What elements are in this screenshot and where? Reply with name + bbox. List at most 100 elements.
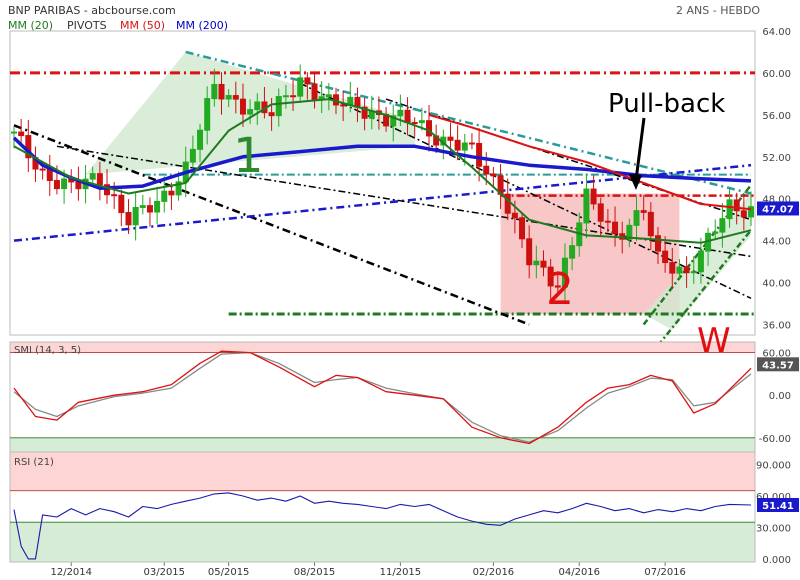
rsi-title: RSI (21) [14,457,54,468]
smi-tick-label: 60.00 [762,349,791,360]
candle-body-down [604,220,611,223]
candlestick [604,208,611,233]
candle-body-down [411,122,418,125]
candle-body-up [139,205,146,208]
candlestick [426,105,433,152]
wave-2-label: 2 [546,264,574,315]
price-tick-label: 60.00 [762,69,791,80]
candle-body-up [282,95,289,98]
rsi-badge-label: 51.41 [762,501,794,512]
candlestick [669,247,676,289]
candle-body-up [89,173,96,180]
price-badge [757,201,799,216]
candlestick [225,89,232,108]
candle-body-up [690,271,697,274]
chart-title: BNP PARIBAS - abcbourse.com [8,4,176,17]
candle-body-up [583,188,590,224]
candle-body-down [483,165,490,175]
candle-body-up [197,129,204,150]
candle-body-up [712,231,719,234]
candle-body-up [697,250,704,273]
rsi-tick-label: 60.000 [756,492,791,503]
candle-body-down [232,95,239,100]
chart-period: 2 ANS - HEBDO [676,4,760,17]
candle-body-down [111,194,118,197]
candle-body-up [390,115,397,127]
candlestick [411,117,418,137]
candle-body-down [547,266,554,287]
candle-body-up [626,224,633,240]
candlestick [547,258,554,302]
candlestick [697,237,704,284]
candlestick [390,104,397,142]
x-tick-label: 07/2016 [644,567,686,578]
up-channel-lower [657,229,752,347]
candlestick [154,186,161,225]
price-tick-label: 44.00 [762,237,791,248]
candlestick [290,80,297,111]
candlestick [282,84,289,109]
candlestick [11,126,17,149]
candlestick [554,271,561,294]
candlestick [633,196,640,242]
smi-badge-label: 43.57 [762,360,794,371]
candle-body-down [519,217,526,240]
pullback-arrow [634,117,646,181]
rsi-tick-label: 0.000 [762,555,791,566]
candlestick [540,250,547,277]
candlestick [325,83,332,111]
candlestick [654,226,661,264]
legend-mm20: MM (20) [8,19,53,32]
legend-mm200: MM (200) [176,19,228,32]
candlestick [25,119,32,172]
candle-body-up [61,178,68,190]
smi-title: SMI (14, 3, 5) [14,345,81,356]
x-tick-label: 08/2015 [294,567,336,578]
candlestick [204,86,211,145]
price-tick-label: 64.00 [762,27,791,38]
candlestick [275,88,282,127]
pullback-arrowhead [629,174,642,190]
candle-body-up [325,94,332,98]
x-tick-label: 03/2015 [143,567,185,578]
candle-body-down [311,83,318,100]
x-tick-label: 11/2015 [380,567,422,578]
candle-body-down [511,212,518,219]
candle-body-down [740,210,747,218]
x-tick-label: 12/2014 [50,567,92,578]
candle-body-down [426,120,433,137]
candlestick [418,107,425,131]
x-tick-label: 05/2015 [208,567,250,578]
candlestick [719,202,726,248]
candle-body-down [447,136,454,141]
up-channel-upper [642,184,752,326]
candlestick [533,245,540,279]
candle-body-down [146,205,153,213]
candlestick [168,182,175,211]
candle-body-down [476,142,483,167]
rsi-tick-label: 90.000 [756,461,791,472]
candlestick [569,237,576,271]
candlestick [232,81,239,114]
rsi-badge [757,497,799,512]
smi-oversold-zone [10,437,755,452]
price-badge-label: 47.07 [762,204,794,215]
price-panel: 64.00 60.00 56.00 52.00 48.00 44.00 40.00 36.00… [9,27,799,347]
candlestick [239,83,246,127]
candle-body-up [132,206,139,226]
wave-1-label: 1 [233,128,264,184]
candle-body-down [75,181,82,190]
down-channel-upper [185,50,752,195]
candlestick [340,90,347,122]
candlestick [640,195,647,221]
x-tick-label: 02/2016 [473,567,515,578]
candle-body-up [633,210,640,226]
candle-body-down [46,168,53,182]
candle-body-down [304,77,311,85]
candle-body-up [254,101,261,111]
rsi-tick-label: 30.000 [756,523,791,534]
smi-overbought-zone [10,342,755,353]
candlestick [146,197,153,227]
candlestick [218,72,225,115]
